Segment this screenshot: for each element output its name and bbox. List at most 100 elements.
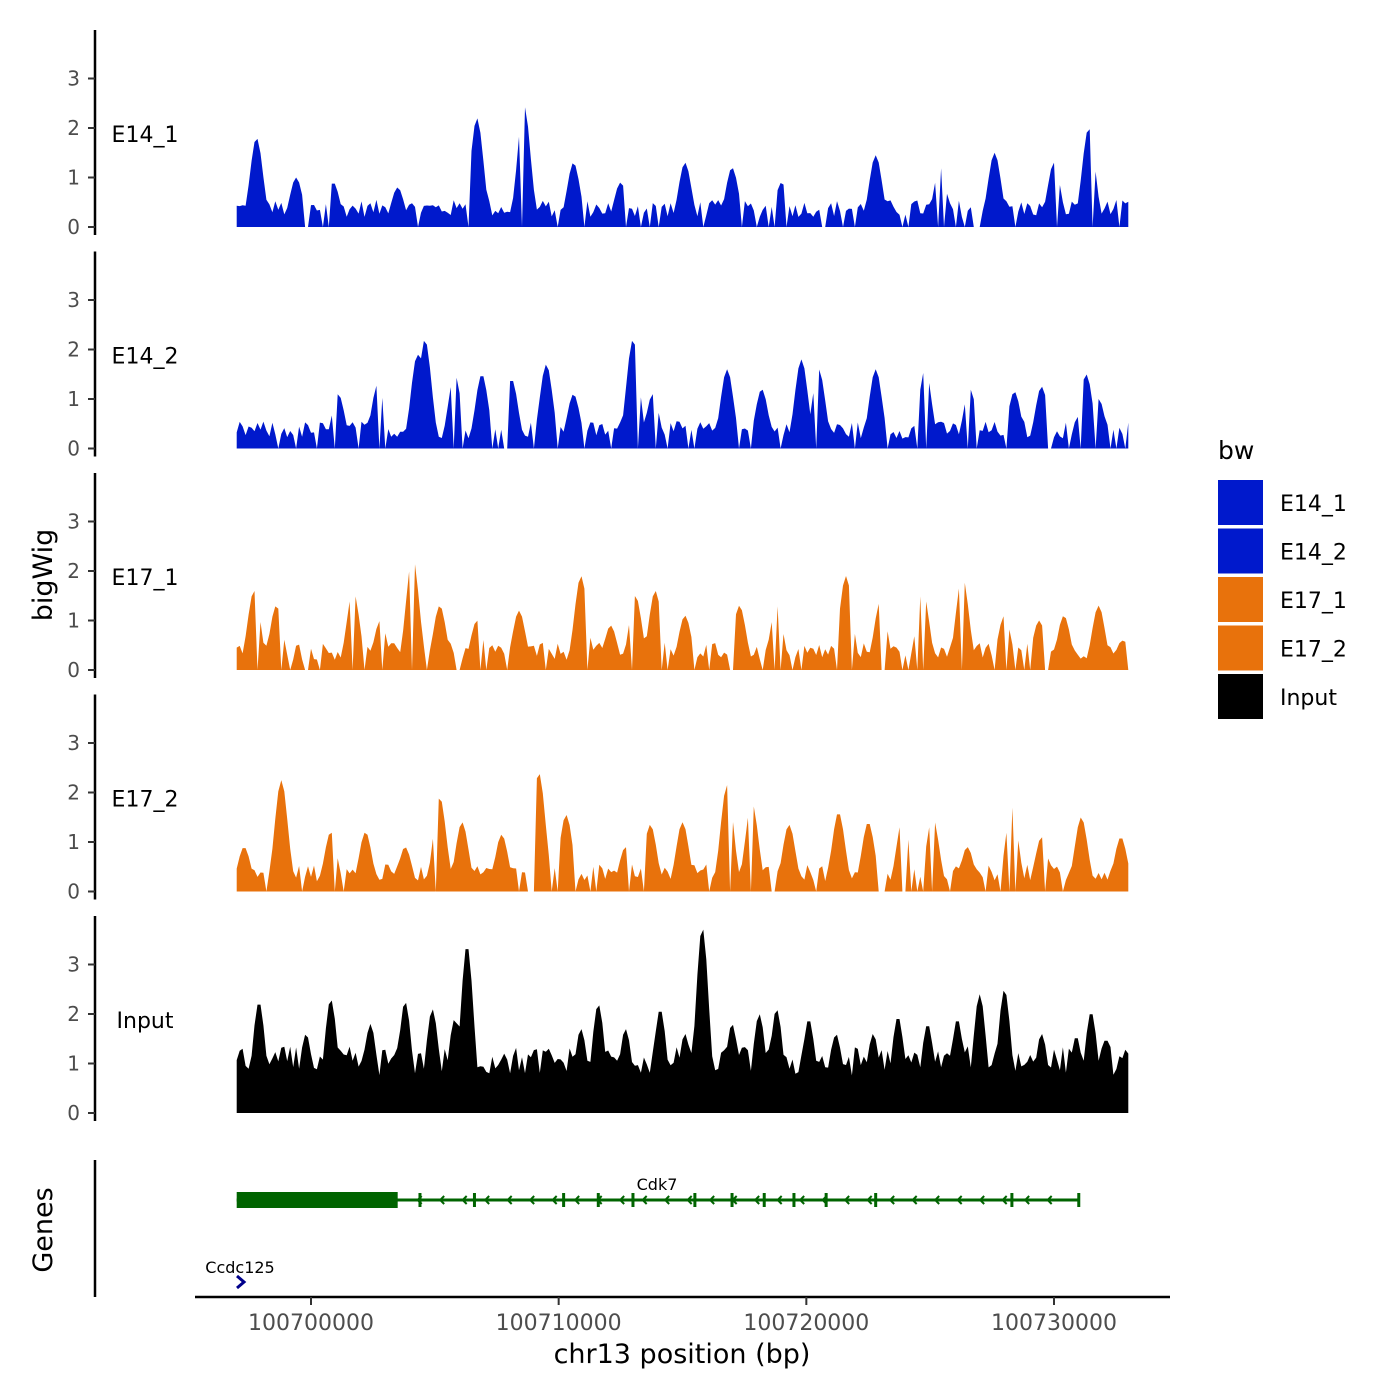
gene-track-label: Genes (28, 1187, 59, 1272)
track-label: Input (117, 1009, 174, 1034)
strand-arrow (888, 1195, 895, 1205)
y-tick-label: 2 (67, 338, 80, 362)
gene-exon (693, 1193, 697, 1207)
y-tick-label: 0 (67, 437, 80, 461)
y-tick-label: 1 (67, 387, 80, 411)
y-axis-title: bigWig (28, 529, 59, 622)
y-tick-label: 0 (67, 215, 80, 239)
y-tick-label: 1 (67, 830, 80, 854)
track-e17-1: 0 1 2 3 E17_1 (67, 473, 1129, 682)
x-tick-label: 100730000 (991, 1311, 1117, 1336)
gene-exon (1077, 1193, 1081, 1207)
legend-label: E17_1 (1280, 589, 1347, 614)
strand-arrow (798, 1195, 805, 1205)
strand-arrow (1046, 1195, 1053, 1205)
strand-arrow (483, 1195, 490, 1205)
gene-exon (824, 1193, 828, 1207)
gene-label-ccdc125: Ccdc125 (205, 1258, 274, 1277)
gene-exon (762, 1193, 766, 1207)
gene-ccdc125-arrow (236, 1274, 247, 1290)
y-tick-label: 3 (67, 67, 80, 91)
signal-area (236, 107, 1129, 227)
signal-area (236, 340, 1129, 449)
y-tick-label: 1 (67, 609, 80, 633)
strand-arrow (573, 1195, 580, 1205)
y-tick-label: 3 (67, 953, 80, 977)
gene-exon (418, 1193, 422, 1207)
gene-exon-block (236, 1192, 398, 1208)
gene-exon (631, 1193, 635, 1207)
strand-arrow (461, 1195, 468, 1205)
legend-label: Input (1280, 686, 1337, 711)
strand-arrow (663, 1195, 670, 1205)
legend-swatch (1218, 625, 1263, 671)
gene-exon (730, 1193, 734, 1207)
track-e17-2: 0 1 2 3 E17_2 (67, 694, 1129, 904)
legend-swatch (1218, 528, 1263, 574)
legend-label: E14_1 (1280, 492, 1347, 517)
track-e14-1: 0 1 2 3 E14_1 (67, 30, 1129, 239)
x-tick-label: 100710000 (496, 1311, 622, 1336)
x-tick-label: 100720000 (743, 1311, 869, 1336)
x-axis: 100700000 100710000 100720000 100730000 (195, 1295, 1170, 1336)
track-label: E14_1 (112, 123, 179, 148)
y-tick-label: 3 (67, 288, 80, 312)
gene-label-cdk7: Cdk7 (637, 1175, 678, 1194)
strand-arrow (776, 1195, 783, 1205)
strand-arrow (708, 1195, 715, 1205)
signal-area (236, 564, 1129, 670)
y-tick-label: 1 (67, 166, 80, 190)
strand-arrow (641, 1195, 648, 1205)
gene-exon (1010, 1193, 1014, 1207)
y-tick-label: 2 (67, 1002, 80, 1026)
gene-exon (562, 1193, 566, 1207)
legend-label: E14_2 (1280, 541, 1347, 566)
y-tick-label: 3 (67, 731, 80, 755)
signal-area (236, 929, 1129, 1113)
track-label: E17_1 (112, 566, 179, 591)
y-tick-label: 0 (67, 880, 80, 904)
y-tick-label: 1 (67, 1052, 80, 1076)
y-tick-label: 2 (67, 559, 80, 583)
legend: bw E14_1 E14_2 E17_1 E17_2 Input (1218, 436, 1347, 719)
strand-arrow (978, 1195, 985, 1205)
gene-exon (472, 1193, 476, 1207)
x-axis-title: chr13 position (bp) (554, 1339, 811, 1370)
y-tick-label: 3 (67, 510, 80, 534)
strand-arrow (506, 1195, 513, 1205)
track-e14-2: 0 1 2 3 E14_2 (67, 251, 1129, 461)
strand-arrow (1001, 1195, 1008, 1205)
y-tick-label: 0 (67, 658, 80, 682)
strand-arrow (956, 1195, 963, 1205)
track-label: E17_2 (112, 788, 179, 813)
legend-swatch (1218, 577, 1263, 622)
strand-arrow (528, 1195, 535, 1205)
strand-arrow (1023, 1195, 1030, 1205)
signal-tracks: 0 1 2 3 E14_1 0 1 2 3 E14_2 0 1 2 3 E17_1 0 1 2 3 E17_2 0 1 2 3… (67, 30, 1129, 1125)
signal-area (236, 774, 1129, 892)
y-tick-label: 2 (67, 116, 80, 140)
strand-arrow (911, 1195, 918, 1205)
strand-arrow (866, 1195, 873, 1205)
legend-title: bw (1218, 436, 1254, 465)
legend-swatch (1218, 674, 1263, 719)
track-label: E14_2 (112, 345, 179, 370)
gene-exon (596, 1193, 600, 1207)
strand-arrow (686, 1195, 693, 1205)
strand-arrow (551, 1195, 558, 1205)
strand-arrow (933, 1195, 940, 1205)
gene-track: Genes Cdk7 Ccdc125 (28, 1160, 1081, 1297)
strand-arrow (618, 1195, 625, 1205)
gene-exon (792, 1193, 796, 1207)
gene-exon (874, 1193, 878, 1207)
y-tick-label: 2 (67, 781, 80, 805)
gene-cdk7 (236, 1192, 1081, 1208)
legend-label: E17_2 (1280, 638, 1347, 663)
legend-swatch (1218, 480, 1263, 525)
x-tick-label: 100700000 (248, 1311, 374, 1336)
track-input: 0 1 2 3 Input (67, 916, 1129, 1125)
strand-arrow (753, 1195, 760, 1205)
strand-arrow (438, 1195, 445, 1205)
strand-arrow (843, 1195, 850, 1205)
